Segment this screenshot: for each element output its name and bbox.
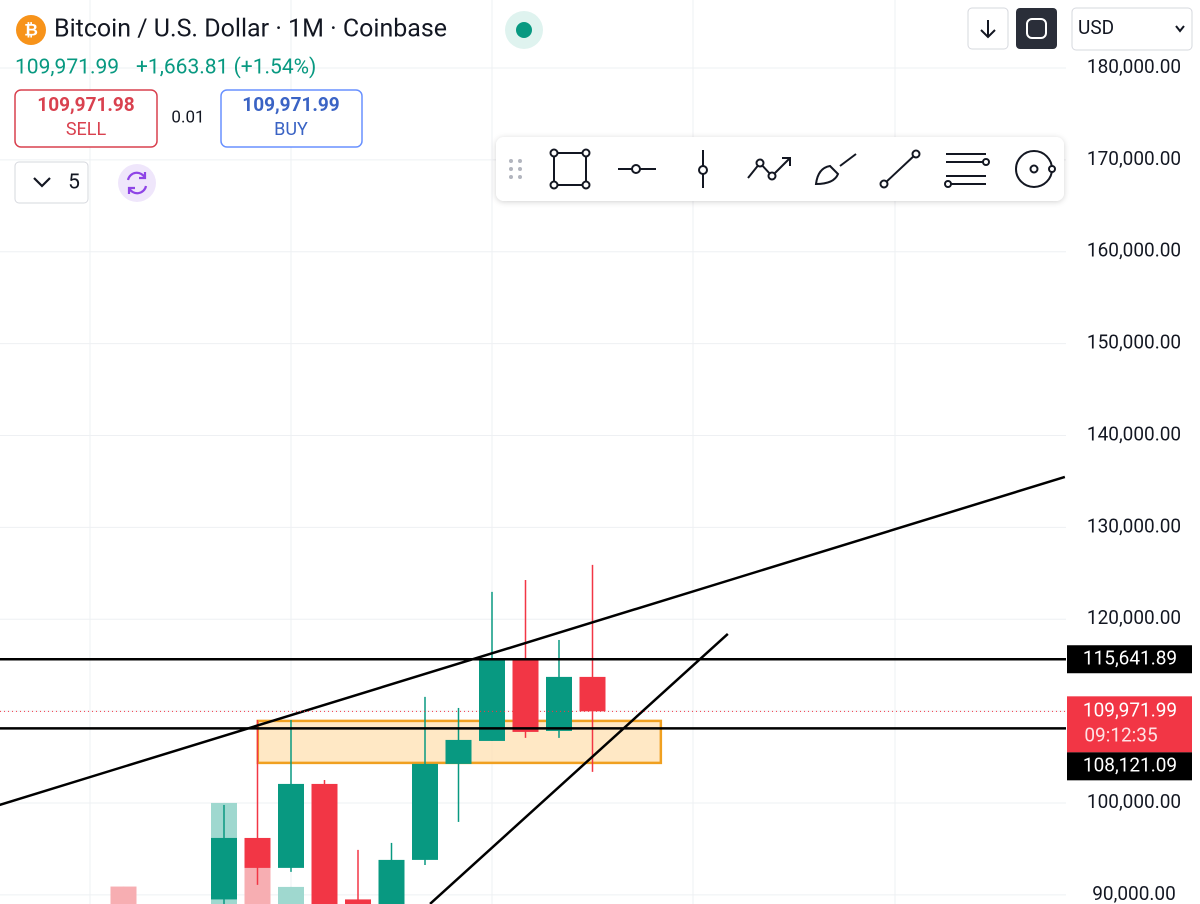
candle-body	[311, 783, 338, 904]
trend-line	[0, 475, 1066, 807]
select-chevron	[1175, 25, 1185, 33]
y-tick-label: 150,000.00	[1087, 331, 1181, 354]
plot	[0, 475, 1066, 904]
fib-tool[interactable]	[944, 153, 990, 188]
candle-body	[244, 837, 271, 868]
quantity-button[interactable]	[14, 161, 89, 204]
candle-body	[579, 676, 606, 712]
sell-button[interactable]	[14, 89, 158, 148]
y-tick-label: 90,000.00	[1092, 882, 1176, 904]
market-status-dot	[516, 22, 532, 38]
price-axis: 90,000.00100,000.00110,000.00120,000.001…	[1067, 55, 1192, 904]
trend-line	[429, 632, 729, 904]
trend-line-tool[interactable]	[879, 149, 921, 189]
y-tick-label: 160,000.00	[1087, 239, 1181, 262]
y-tick-label: 180,000.00	[1087, 55, 1181, 78]
price-line-label: 108,121.09	[1083, 753, 1177, 776]
candle-body	[512, 659, 539, 732]
rectangle-tool[interactable]	[549, 148, 591, 190]
sell-label: SELL	[66, 119, 107, 140]
brush-tool[interactable]	[814, 153, 857, 186]
header: ₿ Bitcoin / U.S. Dollar · 1M · Coinbase …	[14, 7, 1193, 204]
y-tick-label: 100,000.00	[1087, 790, 1181, 813]
arrow-icon	[980, 20, 996, 39]
y-tick-label: 170,000.00	[1087, 147, 1181, 170]
candle-body	[278, 886, 304, 904]
y-tick-label: 120,000.00	[1087, 606, 1181, 629]
price-line-tag	[1067, 752, 1192, 781]
price-line-tag	[1067, 645, 1192, 674]
spread: 0.01	[171, 107, 204, 127]
refresh-button[interactable]	[118, 164, 156, 202]
symbol-title: Bitcoin / U.S. Dollar · 1M · Coinbase	[54, 15, 447, 44]
circle-tool[interactable]	[1015, 150, 1056, 188]
bitcoin-glyph: ₿	[24, 20, 38, 40]
candle-body	[546, 676, 572, 731]
price-line-label: 115,641.89	[1083, 646, 1177, 669]
buy-label: BUY	[274, 119, 308, 140]
refresh-icon	[126, 171, 148, 195]
currency: USD	[1078, 16, 1114, 39]
last-price: 109,971.99	[15, 56, 119, 80]
candle-body	[378, 859, 405, 904]
buy-price: 109,971.99	[242, 93, 339, 116]
drag-handle	[509, 159, 522, 179]
quantity: 5	[68, 171, 80, 195]
fullscreen-button[interactable]	[1016, 8, 1057, 49]
chevron-icon	[33, 177, 51, 188]
candle-body	[345, 899, 371, 904]
candle-body	[445, 739, 472, 764]
vertical-line-tool[interactable]	[698, 150, 708, 188]
last-price-tag	[1067, 696, 1192, 753]
currency-select[interactable]	[1071, 7, 1193, 51]
candle-body	[110, 886, 137, 904]
path-tool[interactable]	[747, 157, 791, 181]
y-tick-label: 140,000.00	[1087, 422, 1181, 445]
bitcoin-icon	[16, 15, 46, 45]
drawing-toolbar	[496, 137, 1064, 201]
vertical-grid	[89, 0, 896, 904]
fullscreen-icon	[1026, 18, 1047, 39]
price-change: +1,663.81 (+1.54%)	[136, 56, 316, 80]
sell-price: 109,971.98	[37, 93, 134, 116]
y-tick-label: 130,000.00	[1087, 514, 1181, 537]
horizontal-ray-tool[interactable]	[618, 164, 656, 174]
buy-button[interactable]	[220, 89, 363, 148]
candle-body	[278, 783, 304, 868]
candle-body	[412, 763, 438, 860]
countdown: 09:12:35	[1084, 723, 1157, 746]
candle-body	[211, 837, 237, 900]
last-price-label: 109,971.99	[1083, 698, 1177, 721]
